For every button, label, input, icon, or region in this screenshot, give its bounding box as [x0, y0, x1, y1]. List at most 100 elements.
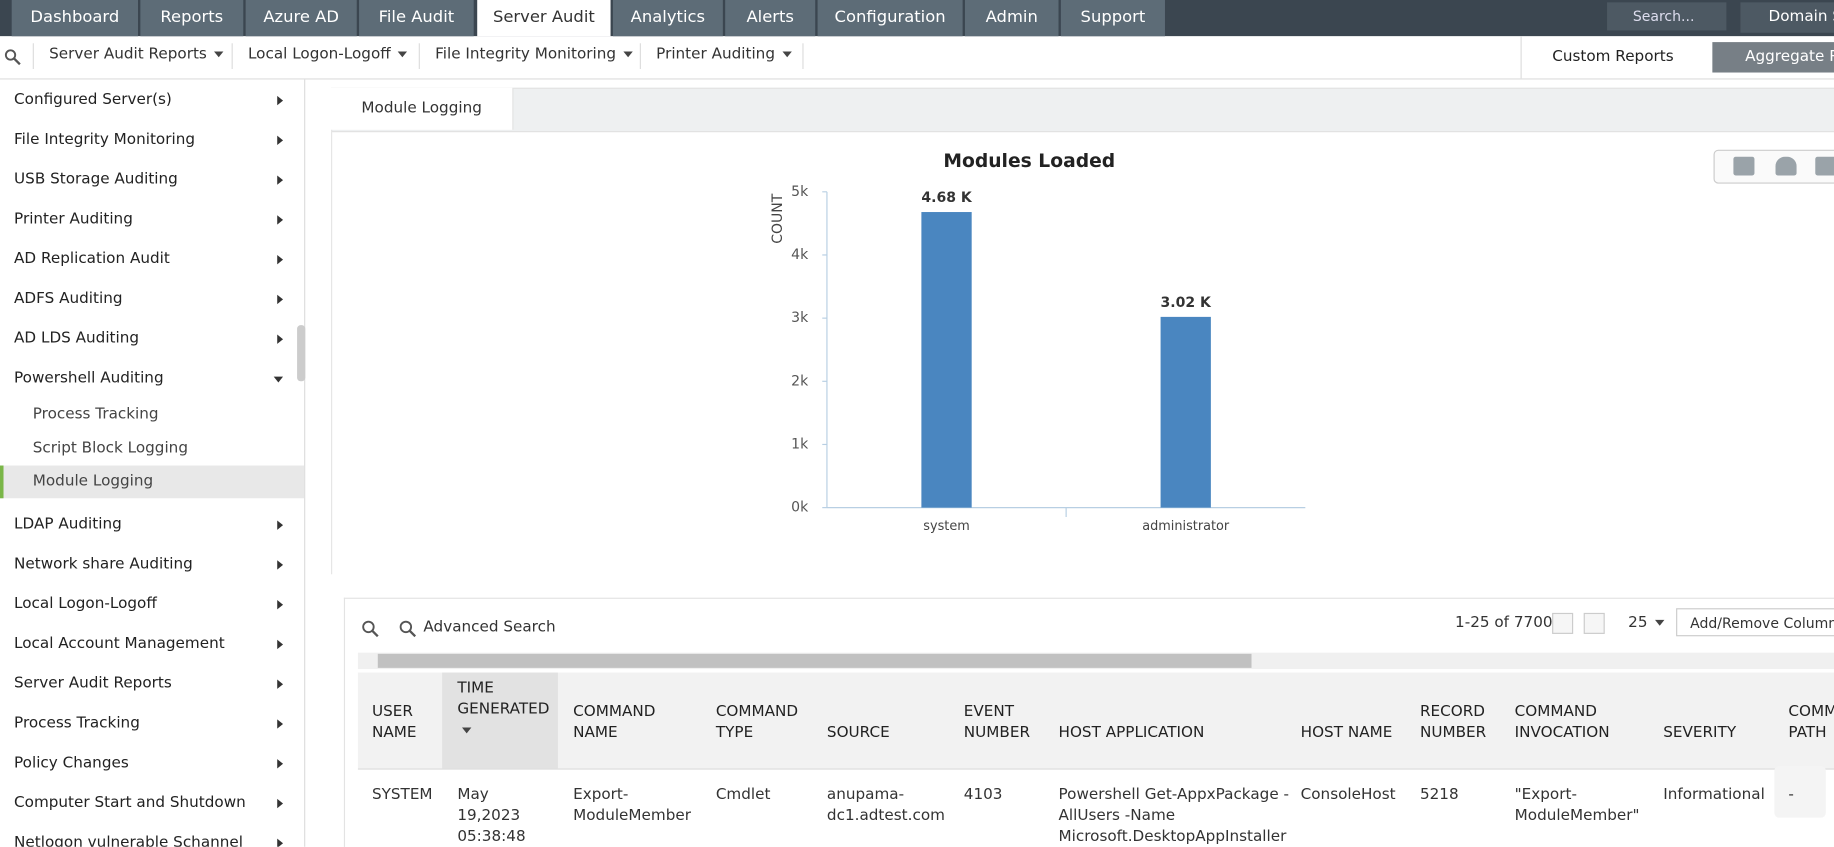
sidebar-item[interactable]: AD Replication Audit	[0, 242, 304, 277]
sidebar-handle[interactable]	[297, 325, 306, 382]
sidebar-item[interactable]: File Integrity Monitoring	[0, 123, 304, 158]
search-box[interactable]: Search...	[1607, 2, 1727, 31]
nav-tab[interactable]: Alerts	[725, 0, 816, 37]
cell-line: 5218	[1419, 785, 1459, 804]
column-header[interactable]: EVENT NUMBER	[964, 702, 1030, 744]
sidebar-item[interactable]: Process Tracking	[0, 706, 304, 741]
nav-tab[interactable]: Support	[1060, 0, 1165, 37]
column-header[interactable]: COMMAND INVOCATION	[1515, 702, 1610, 744]
table-cell: 4103	[964, 785, 1003, 806]
column-header-line: RECORD	[1419, 702, 1485, 721]
cell-line: Powershell Get-AppxPackage -	[1058, 785, 1289, 804]
sidebar-item[interactable]: AD LDS Auditing	[0, 322, 304, 357]
cell-line: AllUsers -Name	[1058, 807, 1176, 825]
last-page[interactable]	[1583, 612, 1605, 634]
column-header-line: COMMAND	[1514, 702, 1597, 721]
sub-nav-item[interactable]: File Integrity Monitoring	[435, 36, 633, 73]
sidebar-subitem[interactable]: Script Block Logging	[0, 432, 304, 465]
cell-line: -	[1788, 785, 1794, 804]
y-tick-label: 4k	[791, 247, 809, 263]
scroll-thumb[interactable]	[377, 653, 1252, 668]
expand-arrow	[277, 599, 284, 609]
column-header[interactable]: USER NAME	[372, 702, 417, 744]
column-header[interactable]: TIME GENERATED	[457, 678, 549, 741]
nav-tab[interactable]: Reports	[140, 0, 244, 37]
column-header-line: EVENT	[963, 702, 1015, 721]
search-icon[interactable]	[4, 48, 23, 67]
sidebar-label: LDAP Auditing	[14, 515, 122, 533]
sidebar-subitem[interactable]: Process Tracking	[0, 399, 304, 432]
sidebar-label: ADFS Auditing	[14, 290, 123, 308]
custom-reports[interactable]: Custom Reports	[1520, 36, 1705, 79]
sidebar-label: Process Tracking	[14, 714, 140, 732]
nav-tab[interactable]: Azure AD	[245, 0, 357, 37]
chart-icon[interactable]	[1815, 156, 1834, 176]
column-header-line: NUMBER	[1419, 724, 1487, 742]
column-header-line: PATH	[1788, 724, 1827, 742]
sidebar-item[interactable]: Server Audit Reports	[0, 666, 304, 701]
advanced-search[interactable]: Advanced Search	[423, 618, 556, 637]
sidebar-item[interactable]: USB Storage Auditing	[0, 163, 304, 198]
column-header[interactable]: COMMAND NAME	[573, 702, 655, 744]
column-header-line: INVOCATION	[1514, 724, 1610, 742]
chart-tools	[1713, 149, 1834, 184]
filter-icon[interactable]	[360, 619, 381, 638]
nav-tab[interactable]: Admin	[964, 0, 1059, 37]
sub-nav-item[interactable]: Server Audit Reports	[49, 36, 224, 73]
chart-title: Modules Loaded	[943, 151, 1115, 172]
separator	[418, 43, 420, 70]
column-header[interactable]: SOURCE	[827, 723, 890, 744]
sidebar-item[interactable]: Network share Auditing	[0, 547, 304, 582]
nav-tab[interactable]: Dashboard	[11, 0, 139, 37]
table-cell: ConsoleHost	[1301, 785, 1396, 806]
y-axis-label: COUNT	[770, 193, 786, 244]
add-remove-columns[interactable]: Add/Remove Columns	[1676, 608, 1834, 637]
column-header[interactable]: RECORD NUMBER	[1420, 702, 1486, 744]
y-tick-label: 0k	[791, 500, 809, 516]
sidebar-subitem[interactable]: Module Logging	[0, 465, 305, 499]
table-cell: anupama-dc1.adtest.com	[827, 785, 945, 827]
bar	[1160, 316, 1211, 508]
sidebar-item[interactable]: Local Account Management	[0, 626, 304, 661]
x-tick-label: administrator	[1142, 519, 1230, 534]
nav-tab[interactable]: Server Audit	[477, 0, 611, 37]
user-icon[interactable]	[1775, 156, 1797, 176]
data-label: 3.02 K	[1161, 295, 1212, 311]
next-page[interactable]	[1552, 612, 1574, 634]
sidebar-item[interactable]: LDAP Auditing	[0, 507, 304, 542]
sub-nav-item[interactable]: Printer Auditing	[656, 36, 792, 73]
sidebar-item[interactable]: Computer Start and Shutdown	[0, 785, 304, 820]
sidebar-label: File Integrity Monitoring	[14, 130, 196, 149]
nav-tab[interactable]: Analytics	[612, 0, 723, 37]
caret	[781, 51, 792, 58]
column-header[interactable]: COMMAND PATH	[1788, 702, 1834, 744]
column-header[interactable]: SEVERITY	[1663, 723, 1736, 744]
nav-tab[interactable]: File Audit	[359, 0, 474, 37]
separator	[231, 43, 233, 70]
table-cell: -	[1788, 785, 1794, 806]
scroll-to-top[interactable]	[1774, 766, 1826, 818]
nav-tab[interactable]: Configuration	[817, 0, 963, 37]
sidebar-item[interactable]: Powershell Auditing	[0, 361, 304, 396]
sidebar-item[interactable]: Policy Changes	[0, 746, 304, 781]
column-header[interactable]: HOST APPLICATION	[1059, 723, 1205, 744]
advanced-search-icon[interactable]	[398, 619, 419, 638]
page-size[interactable]: 25	[1628, 614, 1664, 632]
cell-line: 4103	[963, 785, 1003, 804]
sidebar-item[interactable]: Local Logon-Logoff	[0, 587, 304, 622]
expand-arrow	[277, 135, 284, 146]
sidebar-item[interactable]: ADFS Auditing	[0, 282, 304, 317]
domain-settings[interactable]: Domain Settings	[1740, 2, 1834, 33]
aggregate-reports[interactable]: Aggregate Reports	[1712, 42, 1834, 73]
column-header[interactable]: COMMAND TYPE	[716, 702, 798, 744]
expand-arrow	[277, 175, 284, 185]
add-chart-icon[interactable]	[1733, 156, 1755, 176]
sub-nav-item[interactable]: Local Logon-Logoff	[248, 36, 408, 73]
sidebar-item[interactable]: Configured Server(s)	[0, 83, 304, 118]
column-header-line: NUMBER	[963, 724, 1031, 742]
sidebar-item[interactable]: Netlogon vulnerable Schannel	[0, 825, 304, 847]
column-header[interactable]: HOST NAME	[1301, 723, 1393, 744]
report-tab[interactable]: Module Logging	[331, 87, 514, 130]
sidebar-item[interactable]: Printer Auditing	[0, 202, 304, 237]
